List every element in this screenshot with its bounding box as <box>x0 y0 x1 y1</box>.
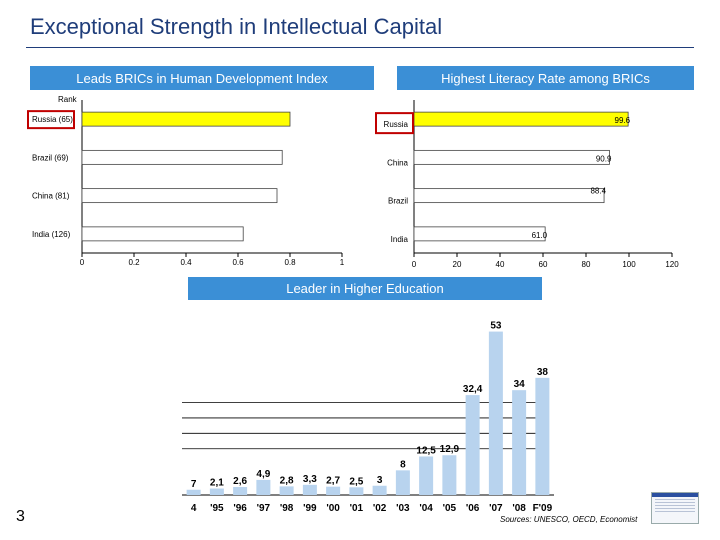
hdi-chart-title: Leads BRICs in Human Development Index <box>30 66 374 90</box>
hdi-category-label: Russia (65) <box>32 115 73 124</box>
higher-ed-x-label: '04 <box>419 503 433 514</box>
hdi-category-label: India (126) <box>32 230 71 239</box>
literacy-x-tick-label: 80 <box>582 260 591 269</box>
higher-ed-x-label: '00 <box>326 503 340 514</box>
literacy-x-tick-label: 0 <box>412 260 417 269</box>
hdi-category-label: Brazil (69) <box>32 153 69 162</box>
higher-ed-bar <box>488 331 503 495</box>
higher-ed-bar <box>302 484 317 495</box>
hdi-bar <box>81 149 283 165</box>
higher-ed-bar <box>419 456 434 495</box>
hdi-rank-label: Rank <box>58 95 78 104</box>
literacy-bar <box>413 149 610 165</box>
literacy-x-tick-label: 40 <box>496 260 505 269</box>
higher-ed-bar <box>209 488 224 495</box>
higher-ed-x-label: '02 <box>373 503 387 514</box>
higher-ed-x-label: '03 <box>396 503 410 514</box>
hdi-x-tick-label: 0.4 <box>180 258 192 267</box>
hdi-x-tick-label: 0.6 <box>232 258 244 267</box>
higher-ed-data-label: 4,9 <box>256 469 270 480</box>
literacy-x-tick-label: 20 <box>453 260 462 269</box>
higher-ed-bar <box>535 377 550 495</box>
literacy-x-tick-label: 120 <box>665 260 679 269</box>
higher-ed-bar <box>233 486 248 495</box>
higher-ed-data-label: 12,5 <box>416 445 436 456</box>
higher-ed-x-label: F'09 <box>533 503 553 514</box>
hdi-bar <box>81 188 278 204</box>
higher-ed-data-label: 32,4 <box>463 384 483 395</box>
literacy-highlight-box <box>375 112 414 135</box>
literacy-bar <box>413 226 546 242</box>
higher-ed-data-label: 12,9 <box>440 444 460 455</box>
title-divider <box>26 47 694 48</box>
literacy-data-label: 90.9 <box>596 154 612 163</box>
higher-ed-x-label: '07 <box>489 503 503 514</box>
higher-ed-data-label: 2,1 <box>210 478 224 489</box>
literacy-x-tick-label: 100 <box>622 260 636 269</box>
higher-ed-x-label: '05 <box>443 503 457 514</box>
higher-ed-bar <box>372 485 387 495</box>
higher-ed-x-label: '08 <box>512 503 526 514</box>
higher-ed-bar <box>256 479 271 495</box>
literacy-category-label: Russia <box>384 120 409 129</box>
higher-ed-data-label: 2,8 <box>280 475 294 486</box>
higher-ed-bar <box>279 486 294 495</box>
higher-ed-bar <box>349 487 364 495</box>
higher-ed-bar <box>186 489 201 495</box>
table-thumbnail-icon <box>651 492 699 524</box>
higher-ed-data-label: 34 <box>514 379 526 390</box>
literacy-data-label: 99.6 <box>615 116 631 125</box>
hdi-x-tick-label: 0 <box>80 258 85 267</box>
higher-ed-x-label: '95 <box>210 503 224 514</box>
higher-ed-bar <box>395 470 410 495</box>
higher-ed-x-label: '99 <box>303 503 317 514</box>
hdi-x-tick-label: 0.8 <box>284 258 296 267</box>
literacy-category-label: Brazil <box>388 197 408 206</box>
hdi-bar <box>81 111 291 127</box>
literacy-bar <box>413 188 605 204</box>
higher-ed-data-label: 2,6 <box>233 476 247 487</box>
higher-ed-data-label: 3 <box>377 475 383 486</box>
higher-ed-bar <box>326 486 341 495</box>
slide-number: 3 <box>16 508 25 525</box>
higher-ed-data-label: 53 <box>490 321 502 332</box>
literacy-bar <box>413 111 629 127</box>
higher-ed-x-label: '97 <box>257 503 271 514</box>
higher-ed-bar <box>465 395 480 495</box>
higher-ed-data-label: 2,7 <box>326 476 340 487</box>
higher-ed-x-label: 4 <box>191 503 197 514</box>
literacy-data-label: 88.4 <box>590 187 606 196</box>
hdi-x-tick-label: 0.2 <box>128 258 140 267</box>
literacy-chart-title: Highest Literacy Rate among BRICs <box>397 66 694 90</box>
hdi-highlight-box <box>27 110 75 130</box>
hdi-x-tick-label: 1 <box>340 258 345 267</box>
literacy-x-tick-label: 60 <box>539 260 548 269</box>
literacy-category-label: India <box>391 235 409 244</box>
higher-ed-x-label: '01 <box>350 503 364 514</box>
higher-ed-data-label: 2,5 <box>349 476 363 487</box>
hdi-category-label: China (81) <box>32 192 70 201</box>
higher-ed-bar <box>512 390 527 495</box>
higher-ed-x-label: '06 <box>466 503 480 514</box>
sources-note: Sources: UNESCO, OECD, Economist <box>500 515 638 524</box>
higher-ed-chart-title: Leader in Higher Education <box>188 277 542 300</box>
hdi-bar <box>81 226 244 242</box>
higher-ed-x-label: '98 <box>280 503 294 514</box>
higher-ed-data-label: 3,3 <box>303 474 317 485</box>
higher-ed-data-label: 8 <box>400 459 406 470</box>
literacy-category-label: China <box>387 158 408 167</box>
higher-ed-data-label: 7 <box>191 479 197 490</box>
higher-ed-x-label: '96 <box>233 503 247 514</box>
slide-title: Exceptional Strength in Intellectual Cap… <box>30 14 443 39</box>
higher-ed-bar <box>442 455 457 495</box>
higher-ed-data-label: 38 <box>537 367 549 378</box>
literacy-data-label: 61.0 <box>532 231 548 240</box>
